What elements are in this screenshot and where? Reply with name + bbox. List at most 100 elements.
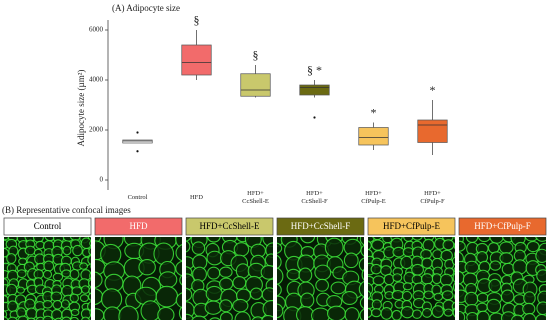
cell [453,242,455,250]
cell [42,299,53,309]
y-tick-label: 6000 [89,26,104,34]
cell [235,263,251,279]
cell [87,254,91,265]
cell [433,292,444,302]
cell [79,294,89,303]
cell [140,300,161,320]
cell [234,311,251,320]
cell [420,273,434,285]
cell [524,237,539,242]
cell [90,264,91,269]
panel-header [276,217,365,236]
cell [16,286,26,294]
cell [89,271,91,280]
box [240,73,271,97]
cell [186,313,195,320]
cell [371,299,382,310]
cell [70,308,80,317]
chart-title: (A) Adipocyte size [112,3,180,13]
cell [383,273,395,286]
cell [100,243,122,266]
panel-header [458,217,547,236]
cell [101,288,123,310]
cell [420,248,432,260]
cell [371,308,382,318]
cell [370,263,382,275]
cell [207,266,221,280]
cell [89,308,91,317]
cell [341,291,358,306]
cell [486,298,502,314]
cell [89,240,91,247]
cell [69,293,79,303]
y-tick-label: 4000 [89,76,104,84]
cell [488,278,502,293]
cell [439,273,453,287]
cell [153,242,175,266]
cell [523,291,536,305]
cell [277,267,284,286]
cell [464,291,479,307]
cell [361,268,364,281]
cell [4,316,9,320]
cell [476,302,488,313]
cell [535,237,546,242]
cell [25,307,38,320]
cell [186,287,193,302]
outlier [313,116,316,119]
cell [459,240,466,252]
cell [219,311,233,320]
cell [452,282,455,292]
cell [52,272,64,282]
cell [477,237,492,243]
images-title: (B) Representative confocal images [2,205,131,215]
cell [476,310,490,320]
cell [358,280,364,298]
cell [454,251,455,258]
cell [42,269,53,280]
cell [422,238,435,252]
cell [300,237,316,244]
x-tick-label: HFD+ CcShell-F [301,190,328,205]
panel-header [367,217,456,236]
cell [118,305,139,320]
cell [35,316,45,320]
cell [205,285,223,302]
cell [249,287,263,300]
outlier [136,131,139,134]
box [122,139,153,144]
cell [191,315,207,320]
cell [411,237,423,241]
cell [87,279,91,288]
cell [391,290,405,301]
x-tick-label: HFD+ CfPulp-F [420,190,445,205]
confocal-image [95,237,182,320]
cell [359,237,364,246]
cell [522,302,536,316]
cell [535,313,546,320]
cell [412,309,423,319]
cell [219,299,233,313]
cell [314,264,332,281]
outlier [136,150,139,153]
cell [60,299,70,309]
cell [72,244,83,257]
cell [81,316,90,320]
cell [88,247,91,256]
cell [360,244,364,257]
cell [52,299,63,310]
cell [423,290,434,300]
cell [26,317,36,320]
cell [260,264,273,280]
cell [175,292,182,309]
cell [452,307,455,318]
cell [61,269,72,278]
cell [4,247,9,258]
cell [443,308,454,317]
cell [315,278,329,292]
cell [380,307,393,320]
confocal-image [4,237,91,320]
cell [343,252,359,269]
confocal-image [368,237,455,320]
